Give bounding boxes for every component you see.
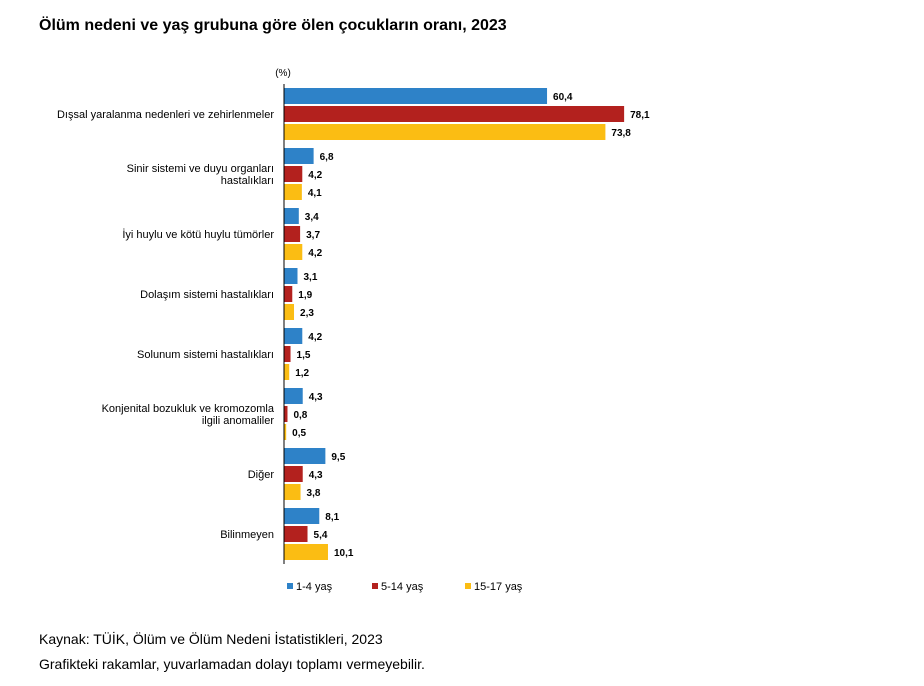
legend-label: 1-4 yaş	[296, 581, 333, 593]
bar	[284, 208, 299, 224]
category-label-line: hastalıkları	[221, 175, 274, 187]
bar	[284, 526, 308, 542]
category-label-line: Diğer	[248, 469, 275, 481]
data-label: 3,8	[307, 488, 321, 499]
category-label: İyi huylu ve kötü huylu tümörler	[122, 228, 274, 241]
category-label: Dışsal yaralanma nedenleri ve zehirlenme…	[57, 109, 274, 121]
category-label-line: Konjenital bozukluk ve kromozomla	[102, 403, 275, 415]
source-text: Kaynak: TÜİK, Ölüm ve Ölüm Nedeni İstati…	[39, 631, 383, 647]
bar	[284, 466, 303, 482]
data-label: 1,2	[295, 368, 309, 379]
data-label: 0,8	[293, 410, 307, 421]
data-label: 6,8	[320, 152, 334, 163]
data-label: 4,2	[308, 170, 322, 181]
bars	[284, 88, 625, 560]
bar-chart: (%) Dışsal yaralanma nedenleri ve zehirl…	[57, 68, 650, 593]
bar	[284, 244, 303, 260]
data-label: 3,7	[306, 230, 320, 241]
data-label: 5,4	[314, 530, 328, 541]
data-label: 60,4	[553, 92, 573, 103]
value-labels: 60,4 78,1 73,8 6,8 4,2 4,1 3,4 3,7 4,2 3,1 1,9 2,3 4…	[292, 92, 650, 559]
bar	[284, 448, 326, 464]
bar	[284, 364, 290, 380]
data-label: 78,1	[630, 110, 650, 121]
category-label: Dolaşım sistemi hastalıkları	[140, 289, 274, 301]
bar	[284, 184, 302, 200]
data-label: 2,3	[300, 308, 314, 319]
legend-label: 15-17 yaş	[474, 581, 523, 593]
data-label: 4,3	[309, 392, 323, 403]
bar	[284, 166, 303, 182]
category-label-line: Bilinmeyen	[220, 529, 274, 541]
bar	[284, 226, 301, 242]
legend-swatch	[465, 583, 471, 589]
category-label-line: İyi huylu ve kötü huylu tümörler	[122, 228, 274, 241]
legend: 1-4 yaş 5-14 yaş 15-17 yaş	[287, 581, 523, 593]
bar	[284, 148, 314, 164]
bar	[284, 286, 293, 302]
data-label: 8,1	[325, 512, 339, 523]
legend-swatch	[287, 583, 293, 589]
data-label: 4,3	[309, 470, 323, 481]
legend-swatch	[372, 583, 378, 589]
data-label: 4,1	[308, 188, 322, 199]
bar	[284, 424, 287, 440]
category-label-line: Dolaşım sistemi hastalıkları	[140, 289, 274, 301]
category-label: Konjenital bozukluk ve kromozomla ilgili …	[102, 403, 275, 427]
bar	[284, 106, 625, 122]
legend-label: 5-14 yaş	[381, 581, 424, 593]
category-label: Bilinmeyen	[220, 529, 274, 541]
note-text: Grafikteki rakamlar, yuvarlamadan dolayı…	[39, 656, 425, 672]
bar	[284, 268, 298, 284]
data-label: 1,9	[298, 290, 312, 301]
category-label-line: ilgili anomaliler	[202, 415, 274, 427]
data-label: 3,1	[304, 272, 318, 283]
bar	[284, 346, 291, 362]
category-label: Sinir sistemi ve duyu organları hastalıkl…	[127, 163, 274, 187]
data-label: 9,5	[331, 452, 345, 463]
bar	[284, 388, 303, 404]
data-label: 0,5	[292, 428, 306, 439]
bar	[284, 88, 548, 104]
chart-title: Ölüm nedeni ve yaş grubuna göre ölen çoc…	[39, 17, 507, 34]
data-label: 1,5	[297, 350, 311, 361]
category-label: Solunum sistemi hastalıkları	[137, 349, 274, 361]
category-label-line: Dışsal yaralanma nedenleri ve zehirlenme…	[57, 109, 274, 121]
data-label: 4,2	[308, 248, 322, 259]
data-label: 10,1	[334, 548, 354, 559]
bar	[284, 544, 328, 560]
category-label-line: Solunum sistemi hastalıkları	[137, 349, 274, 361]
bar	[284, 304, 295, 320]
unit-label: (%)	[275, 68, 291, 79]
data-label: 4,2	[308, 332, 322, 343]
bar	[284, 508, 320, 524]
bar	[284, 124, 606, 140]
category-label: Diğer	[248, 469, 275, 481]
bar	[284, 406, 288, 422]
bar	[284, 328, 303, 344]
data-label: 73,8	[611, 128, 631, 139]
category-labels: Dışsal yaralanma nedenleri ve zehirlenme…	[57, 109, 275, 541]
bar	[284, 484, 301, 500]
category-label-line: Sinir sistemi ve duyu organları	[127, 163, 274, 175]
data-label: 3,4	[305, 212, 319, 223]
